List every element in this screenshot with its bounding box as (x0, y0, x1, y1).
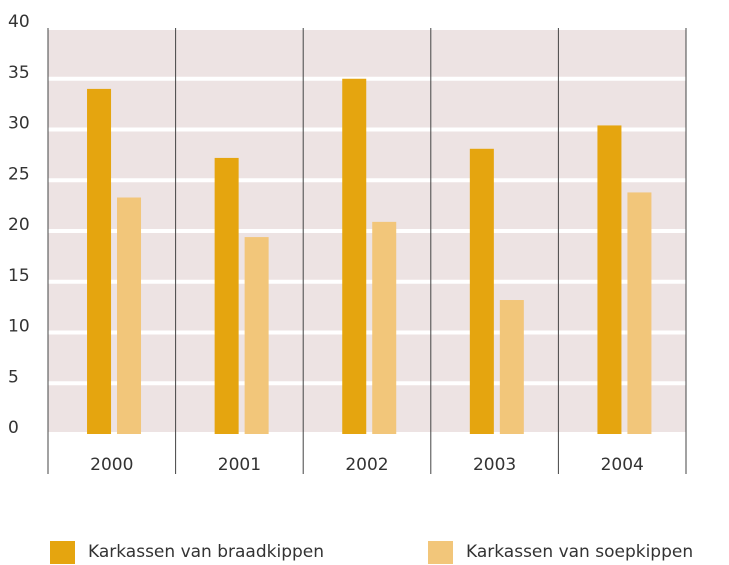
x-tick-label: 2001 (218, 455, 261, 475)
bar (372, 221, 397, 434)
y-tick-label: 15 (8, 266, 30, 286)
bar (597, 125, 622, 434)
legend-swatch (50, 541, 75, 564)
bar (214, 157, 239, 435)
y-tick-label: 5 (8, 367, 19, 387)
x-tick-label: 2003 (473, 455, 516, 475)
bar (244, 237, 269, 434)
bar (627, 192, 652, 434)
x-tick-label: 2000 (90, 455, 133, 475)
bar (342, 78, 367, 434)
y-tick-label: 30 (8, 114, 30, 134)
y-tick-label: 40 (8, 12, 30, 32)
x-tick-label: 2004 (601, 455, 644, 475)
y-tick-label: 20 (8, 215, 30, 235)
bar (117, 197, 142, 434)
bar (87, 88, 112, 435)
bar (469, 148, 494, 434)
y-tick-label: 0 (8, 418, 19, 438)
legend-label: Karkassen van braadkippen (88, 542, 324, 562)
bar (499, 300, 524, 434)
y-tick-label: 25 (8, 164, 30, 184)
y-tick-label: 35 (8, 63, 30, 83)
legend-label: Karkassen van soepkippen (466, 542, 693, 562)
y-tick-label: 10 (8, 317, 30, 337)
legend-swatch (428, 541, 453, 564)
x-tick-label: 2002 (345, 455, 388, 475)
